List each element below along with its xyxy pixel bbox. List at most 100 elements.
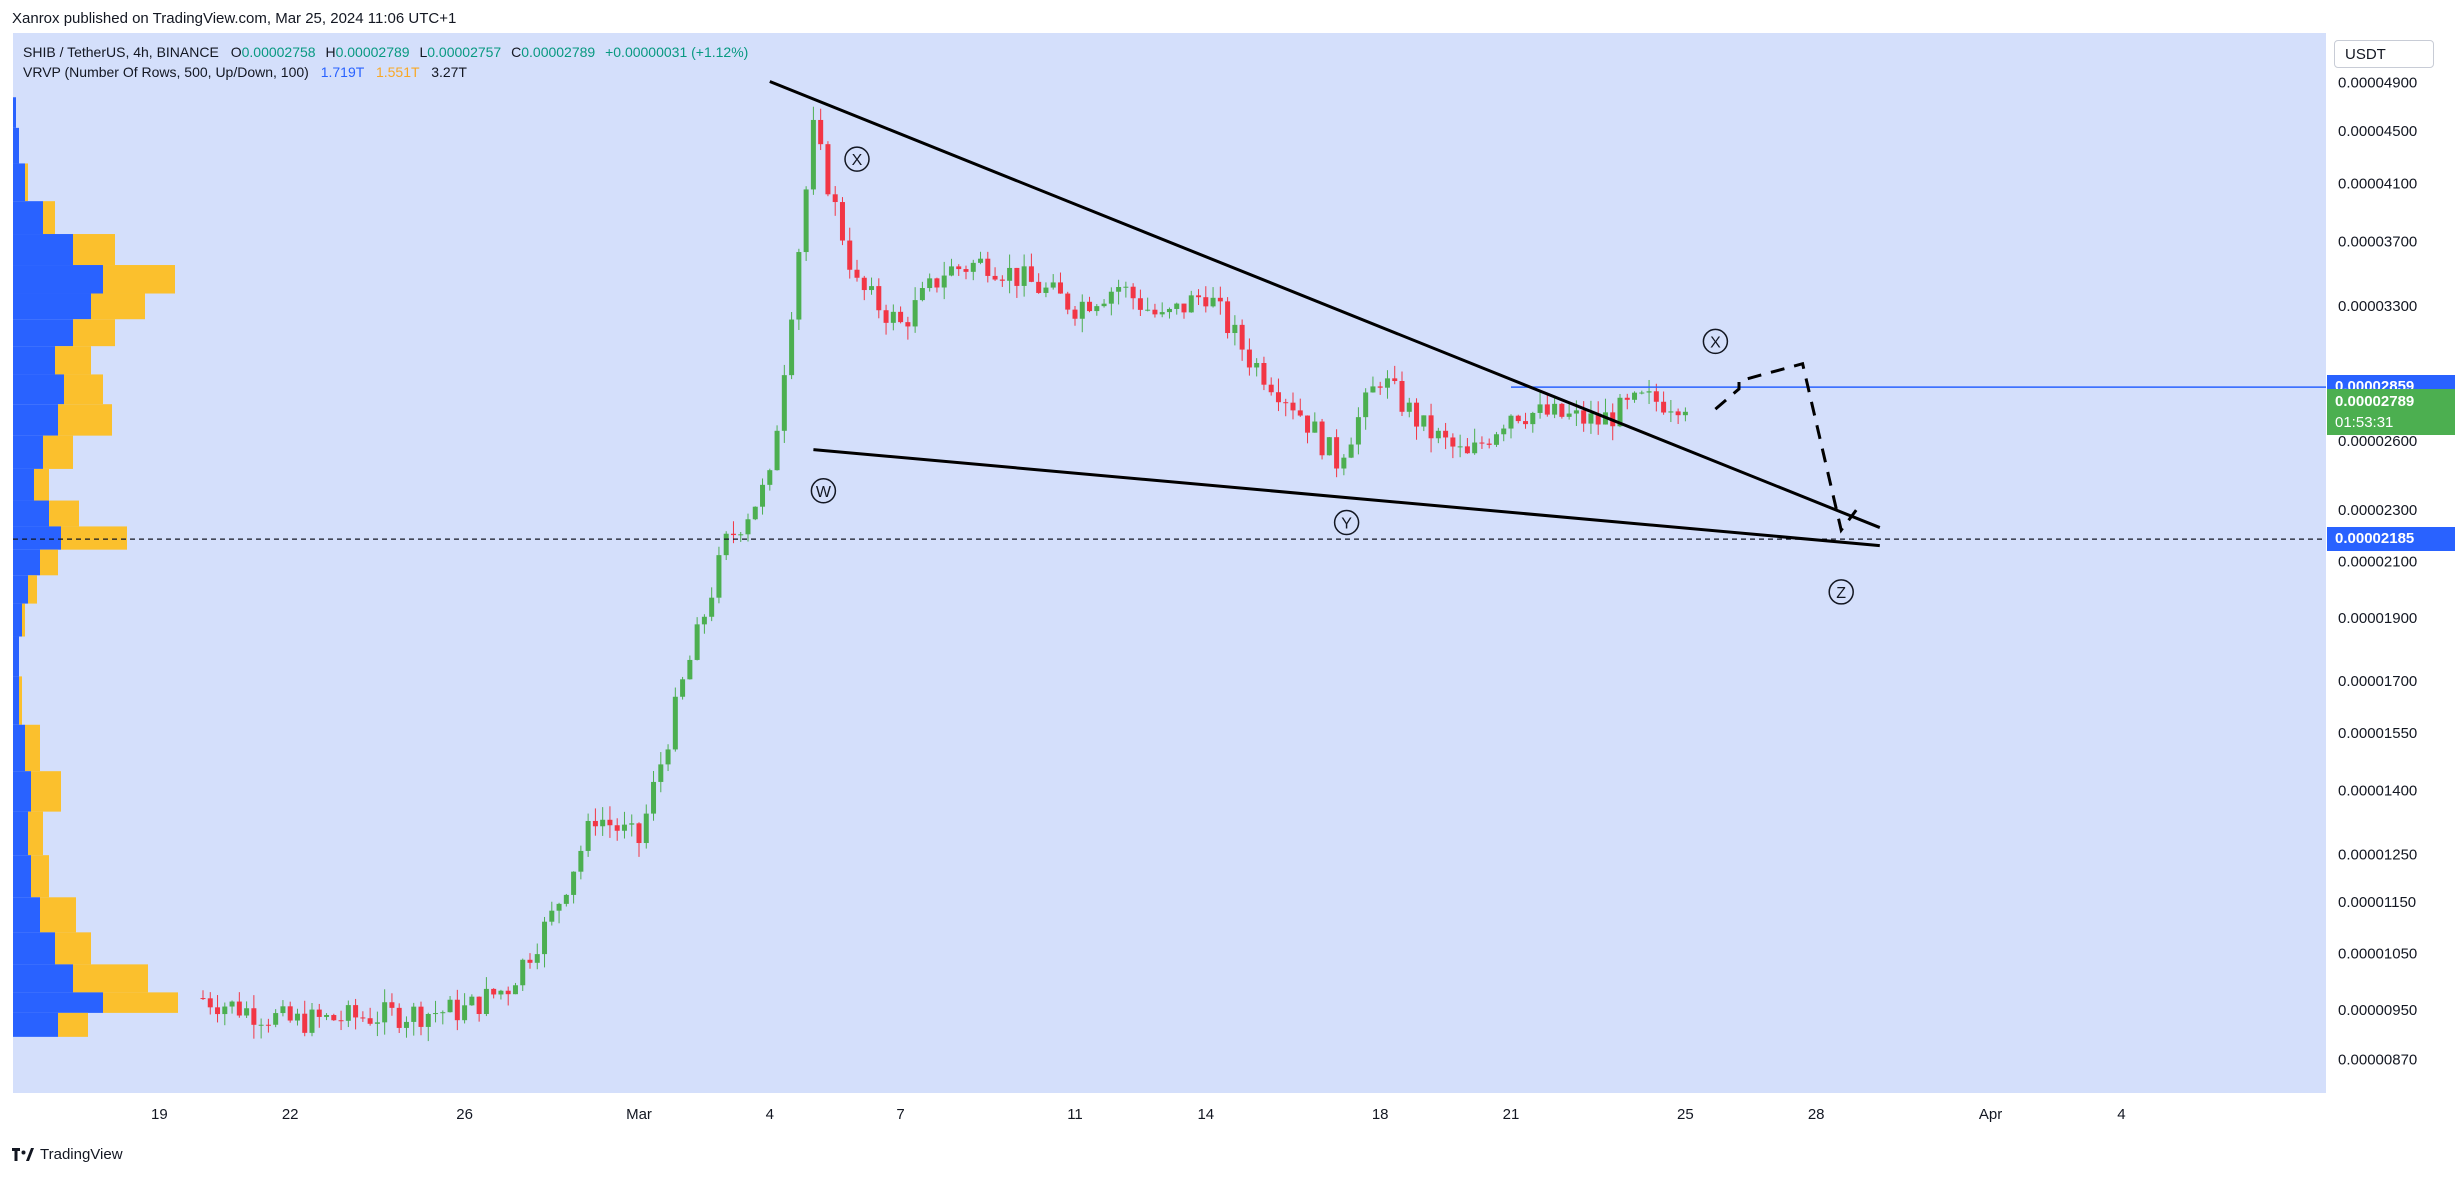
price-tick-label: 0.00002300 [2338, 502, 2417, 519]
time-tick-label: 18 [1372, 1106, 1389, 1123]
candle-body [1428, 415, 1434, 439]
vp-up-bar [13, 603, 22, 637]
candle-body [1065, 293, 1071, 310]
currency-button[interactable]: USDT [2334, 40, 2434, 68]
candle-body [1341, 457, 1347, 469]
candle-body [1581, 410, 1587, 424]
candle-body [927, 278, 933, 289]
candle-body [1021, 266, 1027, 286]
candle-body [752, 506, 758, 520]
candle-body [1108, 291, 1114, 304]
candle-body [302, 1013, 308, 1033]
vp-up-bar [13, 500, 49, 527]
price-axis[interactable]: 0.00004900 0.00004500 0.00004100 0.00003700… [2326, 33, 2455, 1093]
vp-down-bar [40, 549, 58, 576]
legend-indicator[interactable]: VRVP (Number Of Rows, 500, Up/Down, 100) [23, 64, 309, 80]
candle-body [803, 189, 809, 253]
wave-label-text: W [816, 484, 832, 501]
candle-body [440, 1012, 446, 1014]
vp-down-bar [19, 676, 22, 725]
candle-body [1072, 309, 1078, 319]
candle-body [520, 959, 526, 986]
vp-down-bar [61, 526, 127, 550]
time-tick-label: 7 [896, 1106, 904, 1123]
candle-body [491, 988, 497, 995]
candle-body [1399, 381, 1405, 412]
vp-up-bar [13, 163, 25, 202]
candle-body [1682, 411, 1688, 416]
candle-body [1188, 295, 1194, 313]
candle-body [360, 1017, 366, 1019]
candle-body [1232, 324, 1238, 334]
vp-up-bar [13, 1012, 58, 1037]
candle-body [1384, 378, 1390, 388]
candle-body [876, 286, 882, 311]
vp-down-bar [103, 265, 175, 294]
time-axis-svg: 19 22 26 Mar 4 7 11 14 18 21 25 28 Apr 4 [151, 1106, 2126, 1123]
candle-body [1450, 437, 1456, 447]
candle-body [1145, 309, 1151, 311]
candle-body [1268, 384, 1274, 393]
vp-down-bar [58, 1012, 88, 1037]
candle-body [1515, 415, 1521, 422]
candle-body [941, 275, 947, 288]
vp-down-bar [64, 374, 103, 405]
candle-body [374, 1022, 380, 1024]
price-tick-label: 0.00001250 [2338, 847, 2417, 864]
candle-body [614, 825, 620, 831]
candle-body [680, 679, 686, 697]
candle-body [1552, 403, 1558, 415]
candle-body [738, 534, 744, 536]
legend-symbol[interactable]: SHIB / TetherUS, 4h, BINANCE [23, 44, 219, 60]
candle-body [694, 624, 700, 660]
wave-label-circle [844, 146, 870, 172]
vp-down-bar [73, 964, 148, 993]
candle-body [1312, 421, 1318, 433]
candle-body [563, 894, 569, 904]
candle-body [403, 1021, 409, 1028]
legend-close-label: C [511, 44, 522, 60]
price-tick-label: 0.00001550 [2338, 725, 2417, 742]
vp-down-bar [28, 811, 43, 856]
vp-down-bar [91, 293, 145, 320]
candle-body [905, 322, 911, 327]
wave-label-circle [810, 478, 837, 504]
vp-up-bar [13, 549, 40, 576]
candle-body [1414, 402, 1420, 427]
price-tick-label: 0.00004100 [2338, 175, 2417, 192]
candle-body [1057, 282, 1063, 294]
vp-up-bar [13, 992, 103, 1013]
candle-body [1501, 428, 1507, 435]
candle-body [774, 430, 780, 471]
time-tick-label: Mar [626, 1106, 652, 1123]
candle-body [1130, 286, 1136, 299]
chart-area[interactable]: W X Y X Z [13, 33, 2326, 1093]
vp-up-bar [13, 234, 73, 266]
vp-up-bar [13, 964, 73, 993]
volume-profile [13, 97, 178, 1037]
legend-vol-down: 1.551T [375, 64, 420, 80]
candle-body [1275, 392, 1281, 403]
tradingview-logo[interactable]: TradingView [12, 1146, 123, 1163]
chart-svg[interactable]: W X Y X Z [13, 33, 2326, 1093]
candle-body [1246, 349, 1252, 368]
candle-body [716, 555, 722, 598]
candle-body [869, 286, 875, 291]
vp-down-bar [28, 575, 37, 604]
candle-body [1472, 442, 1478, 454]
time-axis[interactable]: 19 22 26 Mar 4 7 11 14 18 21 25 28 Apr 4 [13, 1093, 2326, 1141]
candle-body [1014, 267, 1020, 286]
candle-body [1421, 415, 1427, 427]
current-price-tag: 0.00002789 01:53:31 [2327, 389, 2455, 436]
candle-body [701, 616, 707, 625]
candle-body [258, 1024, 264, 1026]
legend-high-label: H [325, 44, 336, 60]
price-tick-label: 0.00002100 [2338, 554, 2417, 571]
time-tick-label: 26 [456, 1106, 473, 1123]
candle-body [636, 823, 642, 844]
candle-body [847, 240, 853, 270]
wave-label-y: Y [1333, 509, 1360, 536]
vp-up-bar [13, 97, 16, 128]
price-tick-label: 0.00000950 [2338, 1002, 2417, 1019]
candle-body [861, 277, 867, 291]
